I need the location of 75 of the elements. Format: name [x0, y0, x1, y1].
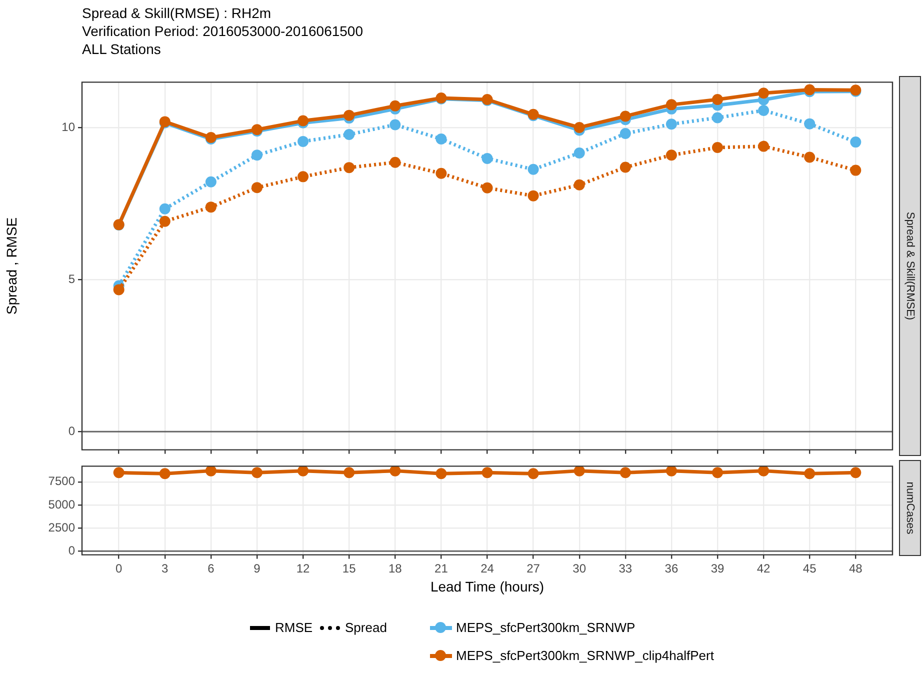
y-tick-label: 0 — [68, 424, 76, 438]
point — [712, 94, 724, 106]
point — [344, 110, 355, 121]
x-tick-label: 18 — [388, 561, 402, 576]
y-tick-label: 5 — [68, 272, 76, 286]
x-tick-label: 39 — [710, 561, 724, 576]
point — [574, 179, 585, 190]
x-tick-label: 6 — [208, 561, 215, 576]
point — [298, 171, 309, 182]
point — [390, 119, 401, 130]
text: Spread & Skill(RMSE) — [904, 212, 916, 320]
point — [298, 136, 309, 147]
y-tick-label: 7500 — [48, 474, 76, 488]
x-tick-label: 33 — [618, 561, 632, 576]
x-tick-label: 45 — [802, 561, 817, 576]
chart-subtitle: Verification Period: 2016053000-2016061500 — [82, 22, 364, 40]
point — [758, 88, 770, 99]
point — [482, 182, 493, 194]
legend-label: MEPS_sfcPert300km_SRNWP — [456, 620, 636, 635]
point — [804, 152, 816, 163]
y-tick-label: 10 — [62, 120, 76, 134]
y-tick-label: 5000 — [48, 497, 76, 512]
point — [574, 122, 585, 133]
point — [574, 147, 585, 158]
point — [528, 190, 539, 202]
point — [482, 152, 493, 164]
point — [528, 164, 539, 175]
point — [666, 118, 677, 130]
point — [251, 182, 262, 194]
point — [758, 140, 770, 152]
x-tick-label: 9 — [254, 561, 261, 576]
x-tick-label: 36 — [664, 561, 678, 576]
chart-title: Spread & Skill(RMSE) : RH2m — [82, 4, 272, 22]
point — [850, 136, 862, 148]
y-axis-title: Spread , RMSE — [3, 217, 20, 315]
point — [159, 203, 170, 214]
x-tick-label: 48 — [848, 561, 863, 576]
point — [666, 99, 677, 110]
text: numCases — [904, 482, 916, 534]
x-tick-label: 27 — [526, 561, 540, 576]
point — [390, 100, 401, 112]
x-tick-label: 42 — [756, 561, 771, 576]
point — [666, 150, 677, 161]
point — [344, 128, 355, 140]
y-tick-label: 0 — [68, 543, 76, 558]
y-tick-label: 2500 — [48, 520, 76, 534]
point — [620, 162, 631, 173]
x-tick-label: 3 — [162, 561, 169, 576]
point — [205, 202, 216, 213]
x-tick-label: 21 — [434, 561, 448, 576]
text: Spread — [345, 620, 387, 635]
point — [344, 162, 355, 174]
point — [251, 150, 262, 161]
point — [712, 142, 724, 154]
x-tick-label: 24 — [480, 561, 494, 576]
point — [159, 216, 170, 227]
x-tick-label: 12 — [296, 561, 310, 576]
point — [390, 156, 401, 168]
x-tick-label: 30 — [572, 561, 586, 576]
text: RMSE — [275, 620, 313, 635]
point — [712, 112, 724, 124]
text: ALL Stations — [82, 40, 162, 58]
point — [620, 128, 631, 140]
x-axis-title: Lead Time (hours) — [430, 578, 544, 594]
point — [804, 118, 816, 130]
legend-label: MEPS_sfcPert300km_SRNWP_clip4halfPert — [456, 648, 714, 663]
x-tick-label: 0 — [115, 561, 122, 576]
point — [436, 134, 447, 145]
point — [620, 110, 631, 122]
point — [436, 168, 447, 179]
point — [758, 104, 770, 116]
point — [205, 176, 216, 188]
point — [113, 284, 124, 296]
x-tick-label: 15 — [342, 561, 356, 576]
point — [850, 164, 862, 176]
